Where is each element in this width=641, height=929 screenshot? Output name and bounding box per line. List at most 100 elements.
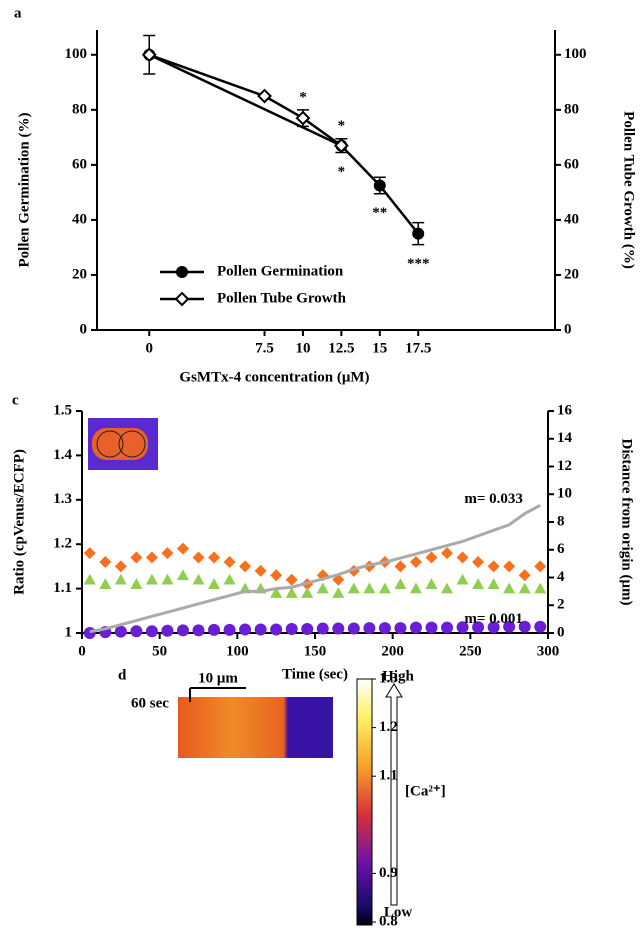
point [503, 620, 516, 633]
y2-tick-label: 80 [564, 101, 579, 117]
point [114, 573, 127, 585]
point [301, 587, 314, 598]
series-line [148, 53, 343, 147]
point [285, 623, 298, 636]
point [394, 622, 407, 635]
colorbar-tick-label: 1.2 [379, 719, 398, 735]
y2-tick-label: 12 [557, 458, 572, 474]
inset-image [88, 418, 158, 470]
point [487, 621, 500, 634]
point [99, 578, 112, 589]
y2-tick-label: 8 [557, 513, 565, 529]
point [192, 624, 205, 637]
point [161, 573, 174, 585]
point [332, 587, 345, 598]
point [192, 573, 205, 585]
x-axis-label: Time (sec) [282, 666, 348, 682]
point [301, 623, 314, 636]
point [83, 573, 96, 585]
panel-label: c [12, 392, 19, 408]
point [378, 582, 391, 594]
point [83, 627, 96, 639]
point [518, 582, 531, 594]
y2-tick-label: 40 [564, 211, 579, 227]
y2-tick-label: 60 [564, 156, 579, 172]
x-tick-label: 10 [295, 340, 310, 356]
point [254, 623, 267, 636]
point [99, 555, 112, 568]
y-tick-label: 1 [65, 624, 73, 640]
point [456, 573, 469, 585]
x-tick-label: 0 [146, 340, 154, 356]
x-tick-label: 200 [381, 643, 404, 659]
point [487, 560, 500, 573]
y-tick-label: 1.1 [53, 580, 72, 596]
y-tick-label: 80 [72, 101, 87, 117]
y2-tick-label: 2 [557, 597, 565, 613]
point [257, 88, 272, 104]
point [145, 551, 158, 564]
point [145, 573, 158, 585]
point [534, 560, 547, 573]
y2-tick-label: 4 [557, 569, 565, 585]
point [223, 555, 236, 568]
point [425, 578, 438, 589]
point [425, 551, 438, 564]
point [363, 582, 376, 594]
x-tick-label: 7.5 [255, 340, 274, 356]
point [409, 621, 422, 634]
point [518, 620, 531, 633]
point [472, 555, 485, 568]
point [239, 623, 252, 636]
point [363, 622, 376, 635]
point [223, 623, 236, 636]
point [394, 578, 407, 589]
point [534, 582, 547, 594]
annotation: m= 0.033 [464, 491, 523, 507]
y-tick-label: 0 [80, 321, 88, 337]
point [270, 569, 283, 582]
legend-marker [176, 266, 188, 278]
y2-tick-label: 20 [564, 266, 579, 282]
x-tick-label: 50 [152, 643, 167, 659]
point [441, 547, 454, 560]
y2-axis-label: Pollen Tube Growth (%) [621, 111, 637, 269]
y-tick-label: 40 [72, 211, 87, 227]
point [270, 587, 283, 598]
x-tick-label: 250 [459, 643, 482, 659]
series-line [148, 53, 420, 235]
y-tick-label: 100 [65, 46, 88, 62]
legend-marker [174, 291, 190, 307]
series-line [89, 504, 541, 634]
point [534, 620, 547, 633]
point [130, 551, 143, 564]
point [487, 578, 500, 589]
x-tick-label: 150 [304, 643, 327, 659]
point [285, 573, 298, 586]
annotation: * [299, 89, 307, 105]
point [503, 560, 516, 573]
point [332, 622, 345, 635]
annotation: * [338, 118, 346, 134]
point [145, 625, 158, 638]
y-axis-label: Pollen Germination (%) [16, 113, 32, 268]
point [239, 560, 252, 573]
y-tick-label: 1.5 [53, 402, 72, 418]
axis-frame [96, 30, 556, 331]
y-tick-label: 60 [72, 156, 87, 172]
x-tick-label: 100 [226, 643, 249, 659]
point [208, 551, 221, 564]
point [254, 564, 267, 577]
y-tick-label: 1.2 [53, 536, 72, 552]
point [192, 551, 205, 564]
y2-tick-label: 16 [557, 402, 573, 418]
point [208, 578, 221, 589]
point [295, 110, 311, 126]
point [441, 621, 454, 634]
colorbar-tick-label: 0.9 [379, 865, 398, 881]
point [161, 624, 174, 637]
x-tick-label: 0 [78, 643, 86, 659]
point [114, 625, 127, 638]
point [518, 569, 531, 582]
point [161, 547, 174, 560]
